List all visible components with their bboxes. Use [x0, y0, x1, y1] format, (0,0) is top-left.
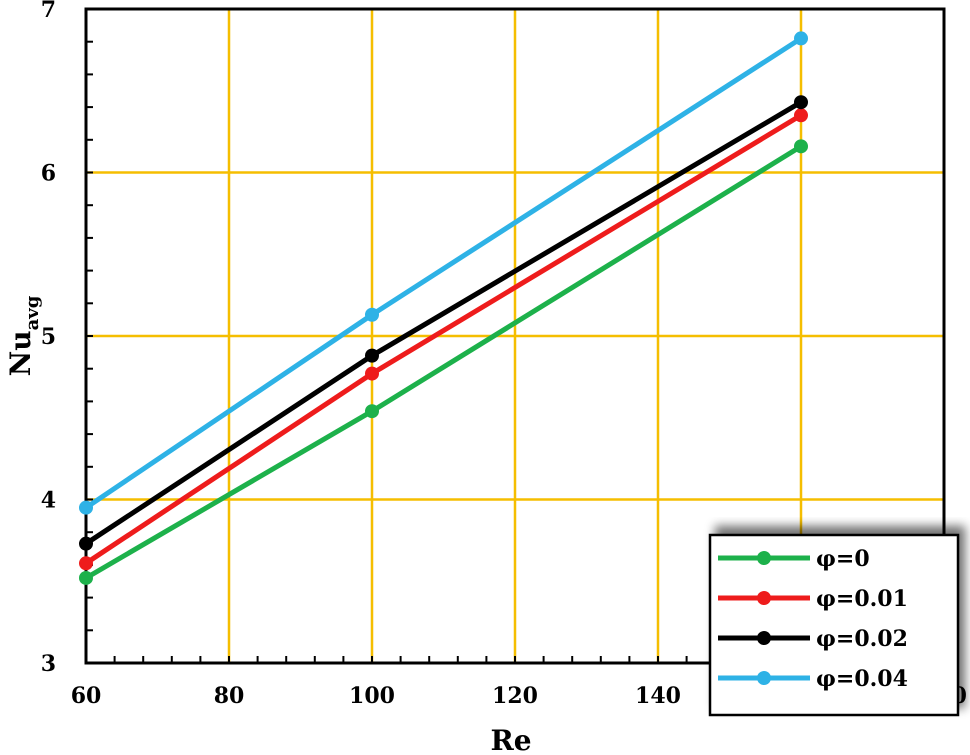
series-2 [79, 95, 808, 551]
y-tick-label: 4 [41, 488, 56, 514]
legend-item: φ=0.02 [718, 626, 908, 652]
legend-label: φ=0.02 [816, 626, 908, 652]
y-tick-label: 7 [41, 0, 56, 23]
data-point [79, 556, 93, 571]
legend-label: φ=0.04 [816, 666, 908, 692]
legend: φ=0 φ=0.01 φ=0.02 φ=0.04 [708, 533, 960, 717]
plot-area-frame [84, 7, 946, 665]
legend-label: φ=0 [816, 546, 870, 572]
data-point [79, 536, 93, 551]
series-0 [79, 139, 808, 585]
y-axis-title-main: Nu [4, 330, 37, 376]
series-line [84, 36, 803, 510]
data-point [794, 95, 808, 110]
series-3 [79, 31, 808, 515]
series-line [84, 113, 803, 566]
series-1 [79, 108, 808, 571]
x-tick-label: 80 [214, 683, 245, 709]
data-point [79, 500, 93, 515]
data-point [365, 348, 379, 363]
series-line [84, 100, 803, 546]
legend-item: φ=0.04 [718, 666, 908, 692]
y-tick-label: 3 [41, 651, 56, 677]
data-point [365, 307, 379, 322]
x-tick-label: 60 [71, 683, 102, 709]
x-axis-title: Re [490, 724, 531, 755]
x-tick-label: 140 [635, 683, 681, 709]
legend-swatch-marker [757, 671, 771, 685]
data-point [79, 570, 93, 585]
series-line [84, 144, 803, 581]
legend-swatch-marker [757, 591, 771, 605]
y-axis-title: Nuavg [4, 295, 43, 376]
x-tick-label: 100 [349, 683, 395, 709]
y-tick-label: 5 [41, 324, 56, 350]
legend-swatch-marker [757, 631, 771, 645]
x-tick-label: 120 [492, 683, 538, 709]
legend-item: φ=0 [718, 546, 870, 572]
data-point [794, 139, 808, 154]
y-tick-label: 6 [41, 161, 56, 187]
y-axis-title-subscript: avg [22, 295, 43, 330]
series [79, 31, 808, 585]
data-point [794, 108, 808, 123]
legend-swatch-marker [757, 551, 771, 565]
legend-box [708, 533, 960, 717]
data-point [365, 366, 379, 381]
legend-item: φ=0.01 [718, 586, 908, 612]
legend-label: φ=0.01 [816, 586, 908, 612]
data-point [794, 31, 808, 46]
data-point [365, 404, 379, 419]
